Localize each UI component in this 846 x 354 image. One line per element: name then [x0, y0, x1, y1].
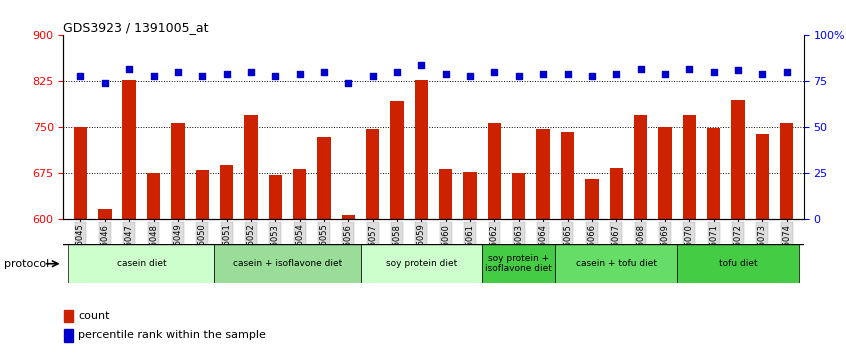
Point: [342, 80, 355, 86]
Bar: [171, 123, 184, 219]
Point: [464, 73, 477, 79]
Point: [293, 71, 306, 77]
Text: percentile rank within the sample: percentile rank within the sample: [78, 330, 266, 341]
Bar: [195, 170, 209, 219]
Point: [755, 71, 769, 77]
Point: [366, 73, 380, 79]
Text: casein + tofu diet: casein + tofu diet: [575, 259, 656, 268]
Bar: [147, 173, 160, 219]
Bar: [555, 244, 677, 283]
Point: [658, 71, 672, 77]
Bar: [439, 169, 453, 219]
Bar: [512, 173, 525, 219]
Text: protocol: protocol: [4, 259, 49, 269]
Point: [74, 73, 87, 79]
Point: [731, 68, 744, 73]
Bar: [683, 115, 696, 219]
Bar: [482, 244, 555, 283]
Point: [512, 73, 525, 79]
Bar: [268, 175, 282, 219]
Bar: [366, 129, 379, 219]
Text: casein + isoflavone diet: casein + isoflavone diet: [233, 259, 342, 268]
Bar: [244, 115, 258, 219]
Point: [244, 69, 258, 75]
Bar: [63, 329, 73, 342]
Point: [171, 69, 184, 75]
Text: GDS3923 / 1391005_at: GDS3923 / 1391005_at: [63, 21, 209, 34]
Point: [609, 71, 623, 77]
Bar: [98, 209, 112, 219]
Text: tofu diet: tofu diet: [718, 259, 757, 268]
Bar: [220, 165, 233, 219]
Point: [683, 66, 696, 72]
Bar: [69, 244, 214, 283]
Point: [220, 71, 233, 77]
Point: [780, 69, 794, 75]
Bar: [707, 128, 720, 219]
Bar: [214, 244, 360, 283]
Point: [415, 62, 428, 68]
Bar: [609, 168, 623, 219]
Bar: [360, 244, 482, 283]
Text: count: count: [78, 311, 110, 321]
Bar: [293, 169, 306, 219]
Point: [439, 71, 453, 77]
Point: [268, 73, 282, 79]
Bar: [677, 244, 799, 283]
Point: [390, 69, 404, 75]
Bar: [415, 80, 428, 219]
Bar: [731, 100, 744, 219]
Point: [317, 69, 331, 75]
Text: soy protein diet: soy protein diet: [386, 259, 457, 268]
Bar: [780, 123, 794, 219]
Bar: [658, 127, 672, 219]
Bar: [74, 127, 87, 219]
Bar: [123, 80, 136, 219]
Bar: [585, 179, 599, 219]
Bar: [634, 115, 647, 219]
Point: [536, 71, 550, 77]
Point: [195, 73, 209, 79]
Bar: [317, 137, 331, 219]
Bar: [342, 215, 355, 219]
Bar: [390, 101, 404, 219]
Text: soy protein +
isoflavone diet: soy protein + isoflavone diet: [486, 254, 552, 273]
Bar: [561, 132, 574, 219]
Point: [634, 66, 647, 72]
Point: [123, 66, 136, 72]
Text: casein diet: casein diet: [117, 259, 166, 268]
Bar: [536, 129, 550, 219]
Bar: [63, 309, 73, 322]
Point: [707, 69, 721, 75]
Point: [561, 71, 574, 77]
Point: [487, 69, 501, 75]
Point: [98, 80, 112, 86]
Bar: [464, 172, 477, 219]
Point: [146, 73, 160, 79]
Bar: [755, 133, 769, 219]
Bar: [488, 123, 501, 219]
Point: [585, 73, 599, 79]
